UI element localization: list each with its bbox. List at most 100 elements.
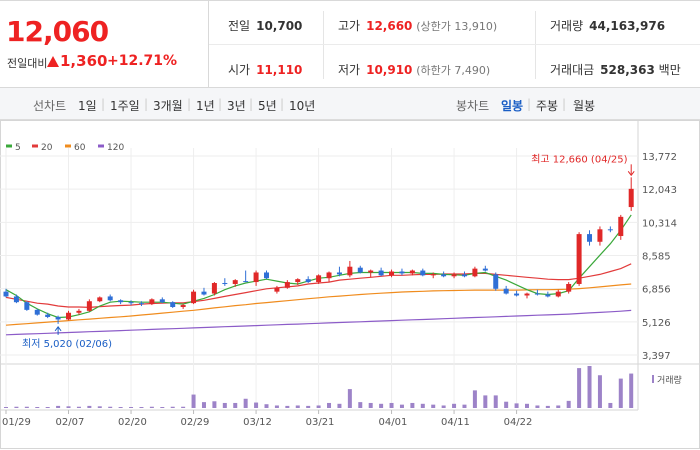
chart-tabs: 선차트 1일 | 1주일 | 3개월 | 1년 | 3년 | 5년 | 10년 … <box>0 88 700 120</box>
volume-bar <box>306 405 311 408</box>
volume-bar <box>170 406 175 408</box>
candle-body <box>107 296 113 301</box>
candle-body <box>493 274 499 289</box>
divider <box>323 11 324 79</box>
candle-body <box>191 291 197 304</box>
volume-bar <box>577 368 582 408</box>
price-chart: 5 20 60 120 13,772 12,043 10,314 8,585 6,856 5,1… <box>0 120 700 449</box>
volume-bar <box>45 407 50 408</box>
amount-unit: 백만 <box>658 63 681 77</box>
x-tick-label: 02/29 <box>181 417 210 428</box>
volume-bar <box>181 406 186 408</box>
volume-label: 거래량 <box>550 19 584 33</box>
candle-body <box>482 268 488 271</box>
change-label: 전일대비 <box>7 57 48 70</box>
volume-bar <box>233 402 238 408</box>
volume-bar <box>618 378 623 408</box>
candle-body <box>389 271 395 276</box>
candle-body <box>264 272 269 279</box>
legend-label: 120 <box>107 143 124 153</box>
candle-body <box>284 282 290 288</box>
candle-body <box>24 302 30 310</box>
volume-bar <box>472 390 477 408</box>
volume-bar <box>139 407 144 408</box>
volume-bar <box>358 402 363 408</box>
x-tick-label: 03/21 <box>306 417 335 428</box>
candle-body <box>222 283 228 285</box>
volume-bar <box>254 402 259 408</box>
period-tab-1w[interactable]: 1주일 <box>110 99 140 113</box>
candle-body <box>274 287 280 292</box>
price-box: 12,060 전일대비 1,360 +12.71% <box>0 1 209 88</box>
candle-tab-monthly[interactable]: 월봉 <box>573 99 596 113</box>
high-label: 고가 <box>338 19 361 33</box>
volume-bar <box>222 402 227 408</box>
volume-bar <box>274 405 279 408</box>
volume-bar <box>514 403 519 408</box>
period-tab-3m[interactable]: 3개월 <box>153 99 183 113</box>
candle-body <box>503 288 509 294</box>
period-tab-3y[interactable]: 3년 <box>227 99 246 113</box>
quote-panel: 12,060 전일대비 1,360 +12.71% 전일 10,700 시가 11,… <box>0 0 700 88</box>
volume-bar <box>379 403 384 408</box>
amount-value: 528,363 <box>600 63 655 77</box>
candle-body <box>576 234 582 284</box>
candle-body <box>66 312 72 320</box>
candle-body <box>399 271 405 274</box>
change-rate: +12.71% <box>107 53 178 69</box>
x-tick-label: 02/07 <box>56 417 85 428</box>
y-tick-label: 13,772 <box>642 152 677 163</box>
ma120-line <box>5 309 632 336</box>
candle-body <box>128 302 134 304</box>
candle-body <box>566 283 572 292</box>
legend-label: 60 <box>74 143 86 153</box>
price-change-value: 1,360 <box>60 52 108 70</box>
open-price: 시가 11,110 <box>228 61 302 78</box>
candle-body <box>347 266 353 276</box>
volume-bar <box>431 404 436 408</box>
max-price-annotation: 최고 12,660 (04/25) <box>531 153 627 165</box>
candle-body <box>378 270 384 276</box>
candle-tab-weekly[interactable]: 주봉 <box>536 99 559 113</box>
candle-body <box>316 275 322 283</box>
line-chart-label: 선차트 <box>33 99 67 113</box>
volume-bar <box>35 407 40 408</box>
candle-body <box>170 302 176 307</box>
volume-bar <box>493 395 498 408</box>
open-value: 11,110 <box>256 63 303 77</box>
price-change: 1,360 <box>47 52 107 70</box>
period-tab-1y[interactable]: 1년 <box>196 99 215 113</box>
candle-body <box>472 268 478 277</box>
volume-bar <box>337 403 342 408</box>
period-tab-1d[interactable]: 1일 <box>78 99 97 113</box>
period-tab-5y[interactable]: 5년 <box>258 99 277 113</box>
volume-value: 44,163,976 <box>589 19 666 33</box>
candle-body <box>514 293 520 296</box>
candle-body <box>545 294 551 297</box>
current-price: 12,060 <box>6 15 109 48</box>
x-tick-label: 04/11 <box>441 417 470 428</box>
candle-body <box>211 283 217 294</box>
high-value: 12,660 <box>366 19 413 33</box>
volume-bar <box>410 402 415 408</box>
candle-body <box>201 291 207 295</box>
y-tick-label: 3,397 <box>642 351 671 362</box>
volume-bar <box>608 402 613 408</box>
candles <box>3 177 634 324</box>
candle-body <box>3 291 9 297</box>
candle-body <box>86 301 92 311</box>
volume-bar <box>347 389 352 408</box>
volume-bar <box>87 405 92 408</box>
low-price: 저가 10,910 (하한가 7,490) <box>338 61 490 78</box>
prev-close: 전일 10,700 <box>228 17 302 34</box>
volume-bar <box>597 375 602 408</box>
x-tick-label: 02/20 <box>118 417 147 428</box>
candle-body <box>534 293 540 295</box>
min-price-annotation: 최저 5,020 (02/06) <box>22 338 112 350</box>
period-tab-10y[interactable]: 10년 <box>289 99 316 113</box>
candle-body <box>138 303 144 305</box>
volume-bar <box>24 406 29 408</box>
prev-close-label: 전일 <box>228 19 251 33</box>
low-label: 저가 <box>338 63 361 77</box>
candle-tab-daily[interactable]: 일봉 <box>501 99 524 113</box>
